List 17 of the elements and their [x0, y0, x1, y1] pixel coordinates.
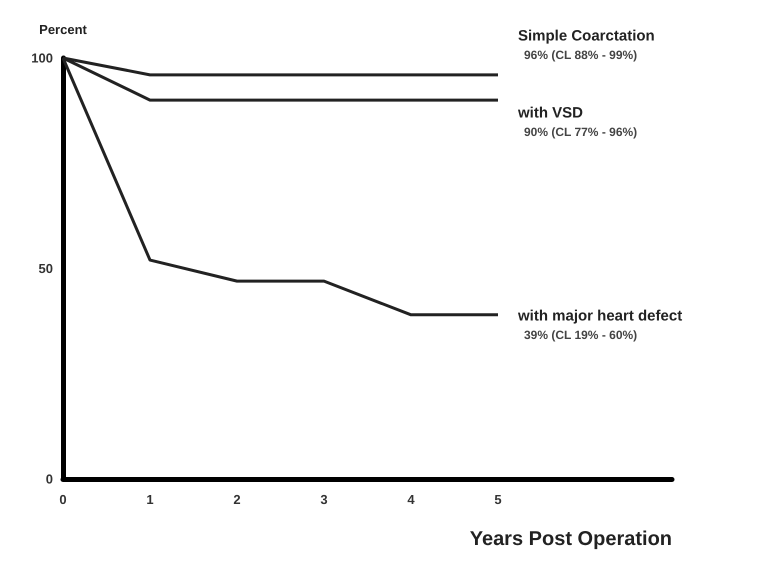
- series-label: with VSD: [517, 104, 584, 122]
- annotation: 39% (CL 19% - 60%): [524, 328, 638, 342]
- y-tick-label: 50: [38, 261, 53, 276]
- y-tick-label: 100: [31, 50, 53, 66]
- annotation: 90% (CL 77% - 96%): [524, 125, 638, 140]
- x-tick-label: 2: [233, 492, 241, 507]
- x-tick-label: 1: [146, 492, 154, 507]
- y-tick-label: 0: [46, 472, 53, 486]
- y-axis-title: Percent: [39, 22, 88, 37]
- x-tick-label: 3: [320, 492, 328, 507]
- text: Simple Coarctation: [518, 27, 655, 44]
- series-label: with major heart defect: [517, 307, 682, 324]
- x-tick-label: 4: [407, 492, 416, 507]
- x-axis-title: Years Post Operation: [470, 528, 672, 550]
- x-tick-label: 0: [59, 492, 67, 507]
- x-tick-label: 5: [494, 492, 502, 507]
- annotation: 96% (CL 88% - 99%): [524, 48, 638, 62]
